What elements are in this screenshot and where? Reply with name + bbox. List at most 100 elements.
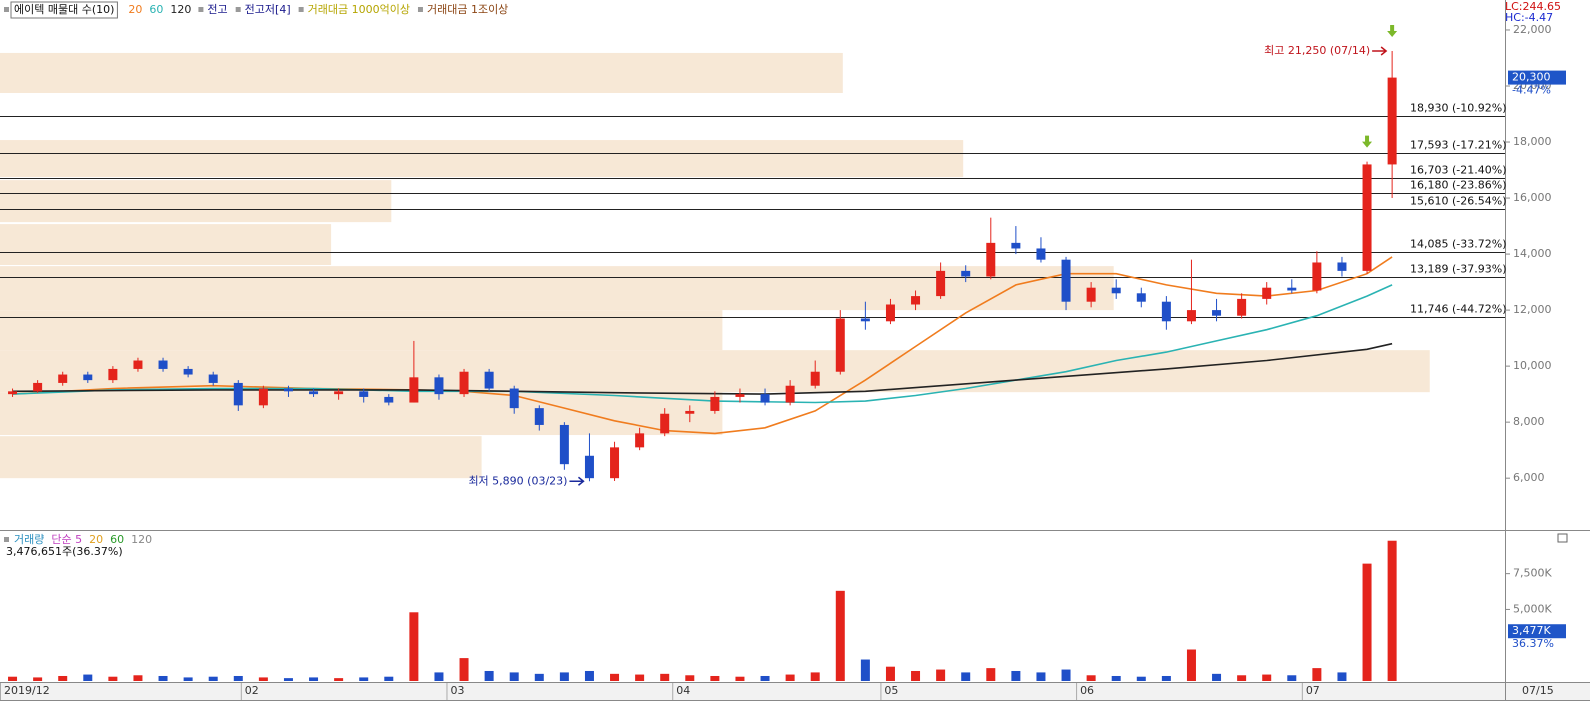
volume-bar <box>1161 675 1171 681</box>
volume-bar <box>58 675 68 681</box>
volume-bar <box>685 675 695 681</box>
volume-bar <box>258 677 268 681</box>
x-tick-label: 07 <box>1306 684 1320 697</box>
x-tick-label: 03 <box>450 684 464 697</box>
legend-item: 전고 <box>207 3 227 16</box>
volume-bar <box>83 674 93 681</box>
volume-bar <box>334 678 344 681</box>
volume-bar <box>1312 668 1322 681</box>
price-profile-box <box>0 52 843 94</box>
legend-square <box>235 7 241 12</box>
candle-body <box>1312 262 1322 291</box>
volume-bar <box>1011 670 1021 681</box>
candle-body <box>233 382 243 406</box>
candle-body <box>1262 287 1272 299</box>
candle-body <box>434 377 444 395</box>
candle-body <box>961 270 971 277</box>
level-label: 16,703 (-21.40%) <box>1410 164 1506 177</box>
volume-bar <box>1337 672 1347 681</box>
candle-body <box>1387 77 1397 165</box>
legend-item: 60 <box>149 3 163 16</box>
candle-body <box>158 360 168 369</box>
panel-button[interactable] <box>1557 533 1568 543</box>
volume-bar <box>559 672 569 681</box>
last-price-change: -4.47% <box>1512 84 1551 97</box>
candle-body <box>635 433 645 448</box>
candle-body <box>309 391 319 395</box>
volume-bar <box>885 666 895 681</box>
x-tick-label: 05 <box>884 684 898 697</box>
legend-item: 120 <box>170 3 191 16</box>
last-price-box <box>1508 70 1566 85</box>
legend-item: 120 <box>131 533 152 546</box>
candle-body <box>8 391 18 395</box>
legend-square <box>4 7 9 12</box>
volume-bar <box>1036 672 1046 681</box>
annotation-arrow <box>1372 46 1388 56</box>
x-axis-bar <box>0 683 1590 700</box>
legend-square <box>198 7 204 12</box>
price-profile-box <box>0 224 332 265</box>
volume-bar <box>133 675 143 681</box>
volume-bar <box>8 676 18 681</box>
candle-body <box>835 318 845 372</box>
price-profile-box <box>0 392 723 436</box>
volume-bar <box>1362 563 1372 681</box>
candle-body <box>108 368 118 381</box>
y-tick-label: 5,000K <box>1513 602 1552 615</box>
candle-body <box>735 394 745 397</box>
volume-bar <box>635 674 645 681</box>
y-tick-label: 7,500K <box>1513 567 1552 580</box>
candle-body <box>710 396 720 411</box>
legend-item: 거래량 <box>14 533 44 546</box>
signal-arrow <box>1387 24 1398 37</box>
volume-bar <box>158 675 168 681</box>
candle-body <box>334 391 344 395</box>
candle-body <box>936 270 946 297</box>
legend-item: 20 <box>89 533 103 546</box>
volume-bar <box>1212 673 1222 681</box>
candle-body <box>885 304 895 322</box>
volume-bar <box>359 677 369 681</box>
volume-bar <box>183 677 193 681</box>
candle-body <box>83 374 93 381</box>
annotation-text: 최저 5,890 (03/23) <box>468 474 567 487</box>
y-tick-label: 12,000 <box>1513 303 1552 316</box>
candle-body <box>1161 301 1171 322</box>
volume-bar <box>283 678 293 681</box>
candle-body <box>911 296 921 305</box>
candle-body <box>1036 248 1046 260</box>
candle-body <box>208 374 218 383</box>
level-label: 13,189 (-37.93%) <box>1410 263 1506 276</box>
volume-bar <box>208 676 218 681</box>
volume-bar <box>534 673 544 681</box>
current-date: 07/15 <box>1522 684 1554 697</box>
x-tick-label: 04 <box>676 684 690 697</box>
legend-title: 에이텍 매물대 수(10) <box>14 3 114 16</box>
price-profile-box <box>0 266 1114 311</box>
candle-body <box>785 385 795 403</box>
volume-bar <box>810 672 820 681</box>
volume-bar <box>860 659 870 681</box>
volume-info: 3,476,651주(36.37%) <box>6 545 123 558</box>
candle-body <box>1337 262 1347 271</box>
volume-bar <box>584 670 594 681</box>
legend-item: 20 <box>128 3 142 16</box>
candle-body <box>1086 287 1096 302</box>
legend-item: 60 <box>110 533 124 546</box>
corner-text: HC:-4.47 <box>1505 11 1553 24</box>
candle-body <box>33 382 43 392</box>
x-tick-label: 2019/12 <box>4 684 50 697</box>
volume-bar <box>459 658 469 681</box>
volume-bar <box>785 674 795 681</box>
y-tick-label: 10,000 <box>1513 359 1552 372</box>
legend-square <box>298 7 304 12</box>
level-label: 15,610 (-26.54%) <box>1410 195 1506 208</box>
volume-bar <box>1086 675 1096 681</box>
candle-body <box>1136 293 1146 302</box>
volume-bar <box>660 673 670 681</box>
candle-body <box>183 368 193 375</box>
volume-bar <box>835 590 845 681</box>
y-tick-label: 18,000 <box>1513 135 1552 148</box>
volume-bar <box>309 677 319 681</box>
